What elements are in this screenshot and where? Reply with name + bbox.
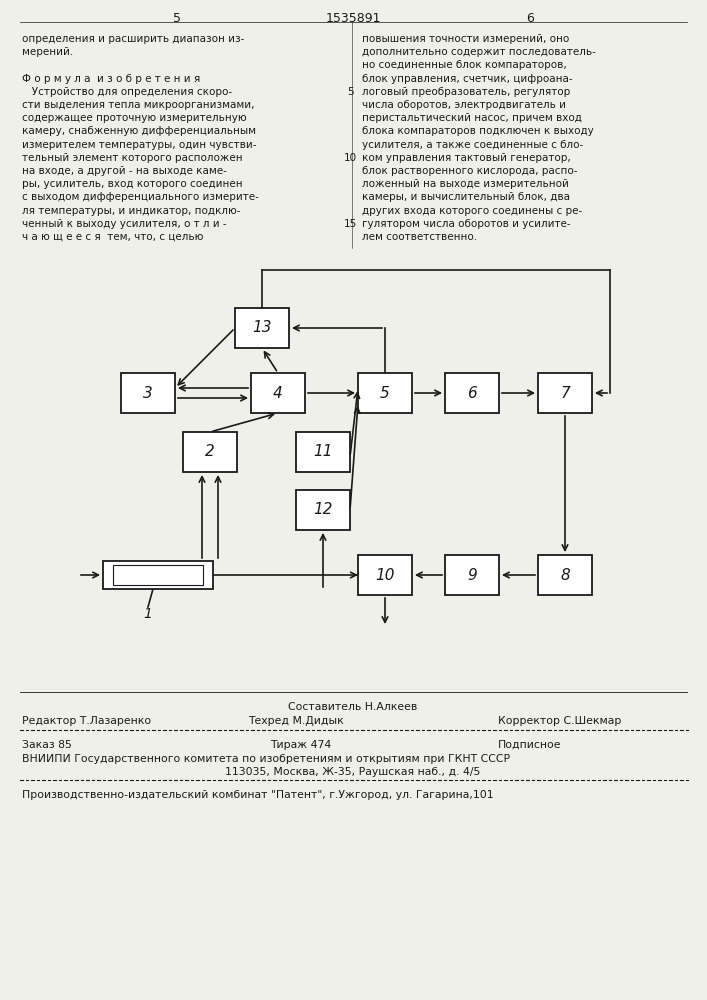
Text: ложенный на выходе измерительной: ложенный на выходе измерительной [362,179,569,189]
Text: 2: 2 [205,444,215,460]
Bar [235,308,289,348]
Text: 13: 13 [252,320,271,336]
Text: Производственно-издательский комбинат "Патент", г.Ужгород, ул. Гагарина,101: Производственно-издательский комбинат "П… [22,790,493,800]
Bar [358,555,412,595]
Text: 15: 15 [344,219,356,229]
Bar [121,373,175,413]
Bar [445,373,499,413]
Text: числа оборотов, электродвигатель и: числа оборотов, электродвигатель и [362,100,566,110]
Text: перистальтический насос, причем вход: перистальтический насос, причем вход [362,113,582,123]
Text: содержащее проточную измерительную: содержащее проточную измерительную [22,113,247,123]
Text: гулятором числа оборотов и усилите-: гулятором числа оборотов и усилите- [362,219,571,229]
Text: измерителем температуры, один чувстви-: измерителем температуры, один чувстви- [22,140,257,150]
Text: 9: 9 [467,568,477,582]
Text: Устройство для определения скоро-: Устройство для определения скоро- [22,87,232,97]
Text: 5: 5 [346,87,354,97]
Text: повышения точности измерений, оно: повышения точности измерений, оно [362,34,569,44]
Text: 6: 6 [467,385,477,400]
Text: Корректор С.Шекмар: Корректор С.Шекмар [498,716,621,726]
Text: определения и расширить диапазон из-: определения и расширить диапазон из- [22,34,245,44]
Bar [113,565,203,585]
Bar [296,490,350,530]
Bar [251,373,305,413]
Bar [296,432,350,472]
Text: Ф о р м у л а  и з о б р е т е н и я: Ф о р м у л а и з о б р е т е н и я [22,74,200,84]
Text: камеры, и вычислительный блок, два: камеры, и вычислительный блок, два [362,192,570,202]
Text: 3: 3 [143,385,153,400]
Bar [445,555,499,595]
Text: 1: 1 [144,607,153,621]
Text: Редактор Т.Лазаренко: Редактор Т.Лазаренко [22,716,151,726]
Text: 12: 12 [313,502,333,518]
Text: 6: 6 [526,12,534,25]
Text: камеру, снабженную дифференциальным: камеру, снабженную дифференциальным [22,126,256,136]
Text: 1535891: 1535891 [325,12,381,25]
Text: блок управления, счетчик, цифроана-: блок управления, счетчик, цифроана- [362,74,573,84]
Bar [538,555,592,595]
Text: 11: 11 [313,444,333,460]
Text: 113035, Москва, Ж-35, Раушская наб., д. 4/5: 113035, Москва, Ж-35, Раушская наб., д. … [226,767,481,777]
Text: ченный к выходу усилителя, о т л и -: ченный к выходу усилителя, о т л и - [22,219,227,229]
Text: усилителя, а также соединенные с бло-: усилителя, а также соединенные с бло- [362,140,583,150]
Bar [103,561,213,589]
Text: Подписное: Подписное [498,740,561,750]
Text: ля температуры, и индикатор, подклю-: ля температуры, и индикатор, подклю- [22,206,240,216]
Text: Тираж 474: Тираж 474 [270,740,332,750]
Bar [358,373,412,413]
Text: ч а ю щ е е с я  тем, что, с целью: ч а ю щ е е с я тем, что, с целью [22,232,204,242]
Text: Составитель Н.Алкеев: Составитель Н.Алкеев [288,702,418,712]
Text: но соединенные блок компараторов,: но соединенные блок компараторов, [362,60,567,70]
Text: с выходом дифференциального измерите-: с выходом дифференциального измерите- [22,192,259,202]
Text: 7: 7 [560,385,570,400]
Text: логовый преобразователь, регулятор: логовый преобразователь, регулятор [362,87,571,97]
Text: Заказ 85: Заказ 85 [22,740,72,750]
Text: Техред М.Дидык: Техред М.Дидык [248,716,344,726]
Text: лем соответственно.: лем соответственно. [362,232,477,242]
Bar [538,373,592,413]
Text: сти выделения тепла микроорганизмами,: сти выделения тепла микроорганизмами, [22,100,255,110]
Text: блок растворенного кислорода, распо-: блок растворенного кислорода, распо- [362,166,578,176]
Text: мерений.: мерений. [22,47,74,57]
Text: других входа которого соединены с ре-: других входа которого соединены с ре- [362,206,583,216]
Text: 10: 10 [344,153,356,163]
Bar [183,432,237,472]
Text: 8: 8 [560,568,570,582]
Text: 10: 10 [375,568,395,582]
Text: тельный элемент которого расположен: тельный элемент которого расположен [22,153,243,163]
Text: ком управления тактовый генератор,: ком управления тактовый генератор, [362,153,571,163]
Text: 4: 4 [273,385,283,400]
Text: дополнительно содержит последователь-: дополнительно содержит последователь- [362,47,596,57]
Text: 5: 5 [173,12,181,25]
Text: на входе, а другой - на выходе каме-: на входе, а другой - на выходе каме- [22,166,227,176]
Text: ВНИИПИ Государственного комитета по изобретениям и открытиям при ГКНТ СССР: ВНИИПИ Государственного комитета по изоб… [22,754,510,764]
Text: 5: 5 [380,385,390,400]
Text: ры, усилитель, вход которого соединен: ры, усилитель, вход которого соединен [22,179,243,189]
Text: блока компараторов подключен к выходу: блока компараторов подключен к выходу [362,126,594,136]
